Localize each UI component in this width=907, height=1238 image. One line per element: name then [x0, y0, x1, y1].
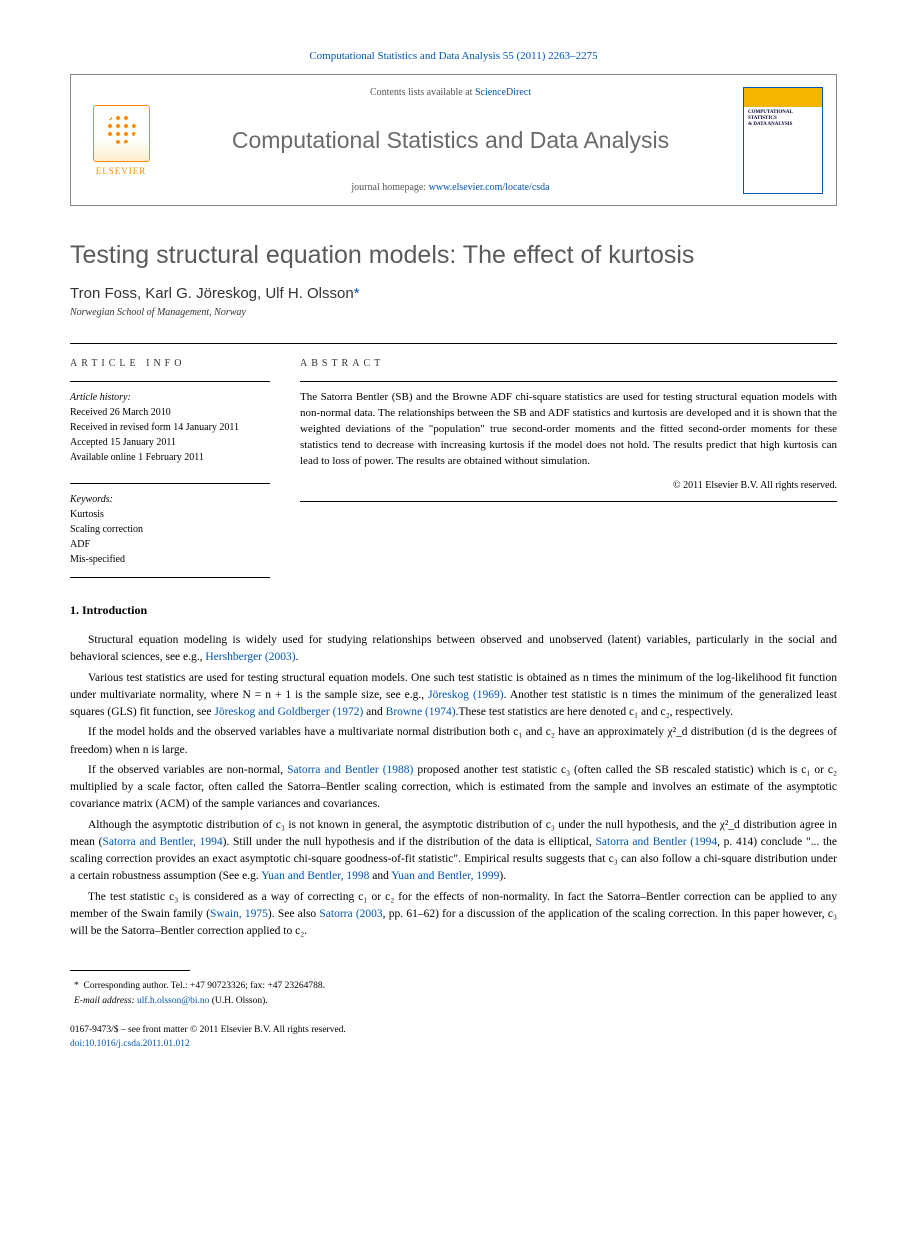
email-link[interactable]: ulf.h.olsson@bi.no	[137, 996, 209, 1006]
homepage-line: journal homepage: www.elsevier.com/locat…	[181, 182, 720, 193]
keyword: Kurtosis	[70, 507, 270, 522]
elsevier-logo: ELSEVIER	[71, 75, 171, 205]
citation-link[interactable]: Satorra (2003	[319, 908, 382, 920]
text-run: .These test statistics are here denoted …	[456, 706, 733, 718]
paragraph: Although the asymptotic distribution of …	[70, 817, 837, 886]
contents-prefix: Contents lists available at	[370, 87, 475, 98]
corresponding-marker[interactable]: *	[354, 285, 360, 302]
citation-link[interactable]: Jöreskog (1969)	[428, 689, 504, 701]
paragraph: If the model holds and the observed vari…	[70, 724, 837, 759]
history-block: Article history: Received 26 March 2010 …	[70, 381, 270, 465]
elsevier-label: ELSEVIER	[96, 166, 147, 176]
history-label: Article history:	[70, 390, 270, 405]
doi-line: doi:10.1016/j.csda.2011.01.012	[70, 1037, 837, 1051]
citation-link[interactable]: Satorra and Bentler (1994	[596, 836, 718, 848]
text-run: ). See also	[268, 908, 320, 920]
article-info-column: ARTICLE INFO Article history: Received 2…	[70, 358, 270, 578]
text-run: ).	[499, 870, 506, 882]
citation-header: Computational Statistics and Data Analys…	[70, 50, 837, 62]
homepage-prefix: journal homepage:	[351, 182, 428, 193]
text-run: If the observed variables are non-normal…	[88, 764, 287, 776]
affiliation: Norwegian School of Management, Norway	[70, 307, 837, 318]
journal-header-box: ELSEVIER Contents lists available at Sci…	[70, 74, 837, 206]
citation-link[interactable]: Satorra and Bentler (1988)	[287, 764, 413, 776]
abstract-column: ABSTRACT The Satorra Bentler (SB) and th…	[300, 358, 837, 578]
citation-link[interactable]: Hershberger (2003)	[205, 651, 295, 663]
cover-image-icon	[743, 87, 823, 194]
article-info-label: ARTICLE INFO	[70, 358, 270, 369]
history-online: Available online 1 February 2011	[70, 450, 270, 465]
citation-link[interactable]: Satorra and Bentler, 1994	[102, 836, 222, 848]
paragraph: Various test statistics are used for tes…	[70, 670, 837, 722]
doi-label-link[interactable]: doi:	[70, 1039, 85, 1049]
keyword: Scaling correction	[70, 522, 270, 537]
journal-cover-thumb	[730, 75, 836, 205]
text-run: and	[363, 706, 385, 718]
citation-link[interactable]: Yuan and Bentler, 1998	[261, 870, 369, 882]
doi-link[interactable]: 10.1016/j.csda.2011.01.012	[85, 1039, 190, 1049]
citation-link[interactable]: Jöreskog and Goldberger (1972)	[214, 706, 363, 718]
authors-names: Tron Foss, Karl G. Jöreskog, Ulf H. Olss…	[70, 285, 354, 302]
contents-line: Contents lists available at ScienceDirec…	[181, 87, 720, 98]
abstract-label: ABSTRACT	[300, 358, 837, 369]
history-accepted: Accepted 15 January 2011	[70, 435, 270, 450]
history-received: Received 26 March 2010	[70, 405, 270, 420]
citation-link[interactable]: Yuan and Bentler, 1999	[391, 870, 499, 882]
corresponding-footnote: * Corresponding author. Tel.: +47 907233…	[84, 979, 837, 993]
divider	[300, 501, 837, 502]
footnote-separator	[70, 970, 190, 971]
text-run: Structural equation modeling is widely u…	[70, 634, 837, 663]
abstract-copyright: © 2011 Elsevier B.V. All rights reserved…	[300, 480, 837, 491]
keywords-block: Keywords: Kurtosis Scaling correction AD…	[70, 483, 270, 567]
paragraph: Structural equation modeling is widely u…	[70, 632, 837, 667]
citation-link[interactable]: Swain, 1975	[210, 908, 268, 920]
paragraph: If the observed variables are non-normal…	[70, 762, 837, 814]
text-run: and	[369, 870, 391, 882]
sciencedirect-link[interactable]: ScienceDirect	[475, 87, 531, 98]
section-1-heading: 1. Introduction	[70, 603, 837, 618]
text-run: ). Still under the null hypothesis and i…	[223, 836, 596, 848]
abstract-text: The Satorra Bentler (SB) and the Browne …	[300, 381, 837, 470]
divider	[70, 577, 270, 578]
history-revised: Received in revised form 14 January 2011	[70, 420, 270, 435]
asterisk-icon: *	[74, 981, 79, 991]
body-text: Structural equation modeling is widely u…	[70, 632, 837, 940]
paragraph: The test statistic c₃ is considered as a…	[70, 889, 837, 941]
keywords-label: Keywords:	[70, 492, 270, 507]
header-center: Contents lists available at ScienceDirec…	[171, 75, 730, 205]
email-footnote: E-mail address: ulf.h.olsson@bi.no (U.H.…	[84, 994, 837, 1008]
text-run: If the model holds and the observed vari…	[70, 726, 837, 755]
elsevier-tree-icon	[93, 105, 150, 162]
text-run: .	[296, 651, 299, 663]
footnote-text: Corresponding author. Tel.: +47 90723326…	[84, 981, 326, 991]
issn-line: 0167-9473/$ – see front matter © 2011 El…	[70, 1023, 837, 1037]
authors-line: Tron Foss, Karl G. Jöreskog, Ulf H. Olss…	[70, 285, 837, 302]
citation-link[interactable]: Browne (1974)	[386, 706, 456, 718]
keyword: Mis-specified	[70, 552, 270, 567]
email-suffix: (U.H. Olsson).	[209, 996, 267, 1006]
homepage-link[interactable]: www.elsevier.com/locate/csda	[429, 182, 550, 193]
email-label: E-mail address:	[74, 996, 137, 1006]
keyword: ADF	[70, 537, 270, 552]
article-title: Testing structural equation models: The …	[70, 241, 837, 270]
journal-title: Computational Statistics and Data Analys…	[181, 127, 720, 154]
page-footer: 0167-9473/$ – see front matter © 2011 El…	[70, 1023, 837, 1052]
